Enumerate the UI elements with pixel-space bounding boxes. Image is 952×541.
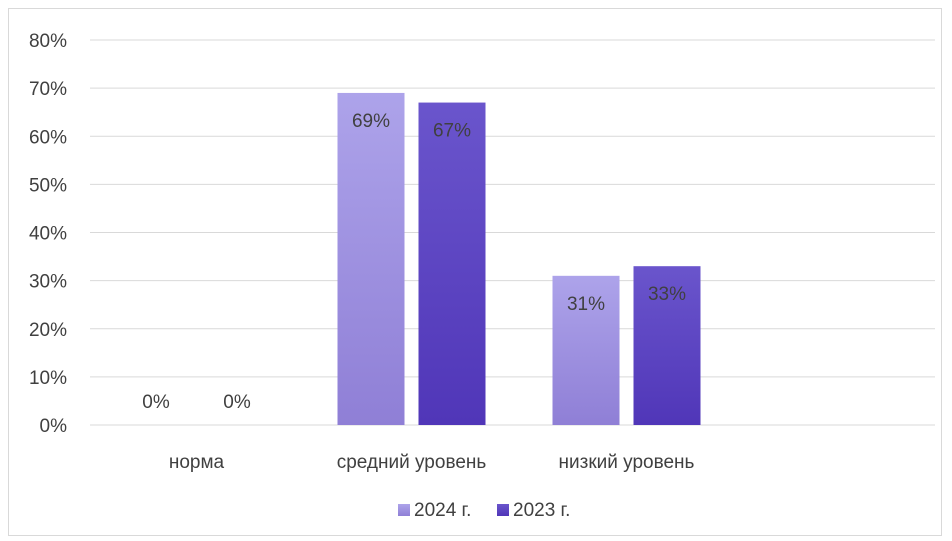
data-labels: 0% 0% 69% 67% 31% 33% [142, 111, 686, 413]
y-tick-label: 80% [29, 31, 67, 52]
y-tick-label: 40% [29, 224, 67, 245]
bar-series1-1 [337, 92, 405, 425]
y-tick-label: 70% [29, 79, 67, 100]
bar-series2-1 [418, 102, 486, 425]
legend-swatch [398, 504, 410, 516]
legend-label: 2024 г. [414, 500, 471, 521]
data-label: 0% [223, 392, 251, 413]
data-label: 31% [567, 294, 605, 315]
y-tick-label: 10% [29, 368, 67, 389]
data-label: 0% [142, 392, 170, 413]
y-tick-label: 30% [29, 272, 67, 293]
legend-label: 2023 г. [513, 500, 570, 521]
y-tick-label: 50% [29, 175, 67, 196]
legend-swatch [497, 504, 509, 516]
data-label: 33% [648, 284, 686, 305]
category-label: низкий уровень [559, 452, 695, 473]
category-label: средний уровень [337, 452, 487, 473]
bars [337, 92, 701, 425]
y-tick-label: 60% [29, 127, 67, 148]
gridlines [90, 39, 935, 426]
category-labels: норма средний уровень низкий уровень [169, 452, 695, 473]
category-label: норма [169, 452, 225, 473]
y-axis-ticks: 0% 10% 20% 30% 40% 50% 60% 70% 80% [29, 31, 67, 437]
bar-series1-2 [552, 275, 620, 425]
bar-series2-2 [633, 266, 701, 425]
data-label: 69% [352, 111, 390, 132]
y-tick-label: 0% [40, 416, 68, 437]
y-tick-label: 20% [29, 320, 67, 341]
legend: 2024 г. 2023 г. [398, 500, 570, 521]
data-label: 67% [433, 121, 471, 142]
